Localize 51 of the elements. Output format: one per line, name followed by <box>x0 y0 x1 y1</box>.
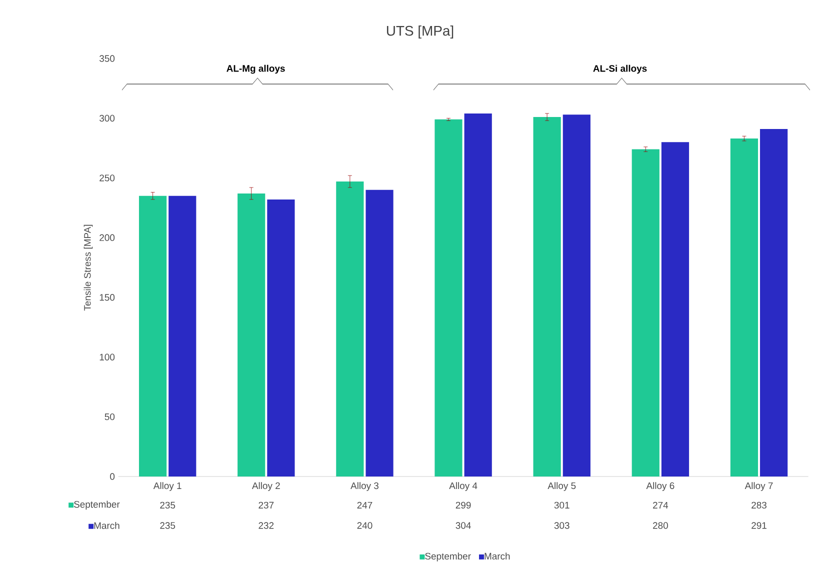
bar <box>464 113 492 477</box>
legend-label: September <box>74 500 120 510</box>
legend-label: March <box>94 522 120 529</box>
y-tick-label: 50 <box>104 413 115 420</box>
x-tick-label: Alloy 1 <box>153 482 182 491</box>
x-tick-label: Alloy 5 <box>548 482 576 491</box>
x-tick-label: Alloy 4 <box>449 482 478 491</box>
y-axis-title: Tensile Stress [MPA] <box>84 224 93 311</box>
bar <box>632 149 660 477</box>
bar <box>533 117 561 477</box>
data-label: 235 <box>160 522 176 529</box>
y-tick-label: 0 <box>110 473 115 480</box>
text: March <box>484 552 510 560</box>
annotation: AL-Si alloys <box>593 64 647 74</box>
bar <box>366 190 394 477</box>
bar <box>267 199 295 477</box>
data-label: 232 <box>258 522 274 529</box>
data-label: 303 <box>554 522 570 529</box>
y-tick-label: 300 <box>100 114 115 122</box>
data-label: 235 <box>160 502 176 509</box>
bar <box>661 142 690 477</box>
data-label: 237 <box>258 502 274 509</box>
bar <box>336 182 364 477</box>
bar <box>730 138 758 477</box>
bar <box>238 193 266 477</box>
data-label: 240 <box>357 522 372 529</box>
text: September <box>425 552 471 562</box>
bar <box>168 196 196 477</box>
bar <box>562 114 590 477</box>
y-tick-label: 250 <box>100 174 115 182</box>
bar <box>138 196 167 477</box>
y-tick-label: 350 <box>100 55 115 62</box>
bar <box>434 119 462 477</box>
data-label: 301 <box>554 502 570 509</box>
data-label: 247 <box>357 502 372 508</box>
x-tick-label: Alloy 2 <box>252 482 280 491</box>
chart-title: UTS [MPa] <box>386 25 454 38</box>
annotation: AL-Mg alloys <box>226 64 285 74</box>
data-label: 291 <box>752 522 766 529</box>
data-label: 299 <box>456 502 471 509</box>
y-tick-label: 100 <box>100 354 115 360</box>
data-label: 280 <box>653 522 668 529</box>
data-label: 283 <box>752 502 766 509</box>
bar <box>760 128 788 477</box>
x-tick-label: Alloy 7 <box>744 482 773 491</box>
x-tick-label: Alloy 3 <box>350 482 378 491</box>
data-label: 274 <box>653 502 668 508</box>
y-tick-label: 150 <box>100 294 115 301</box>
y-tick-label: 200 <box>100 234 115 242</box>
x-tick-label: Alloy 6 <box>646 482 674 491</box>
data-label: 304 <box>456 522 471 529</box>
